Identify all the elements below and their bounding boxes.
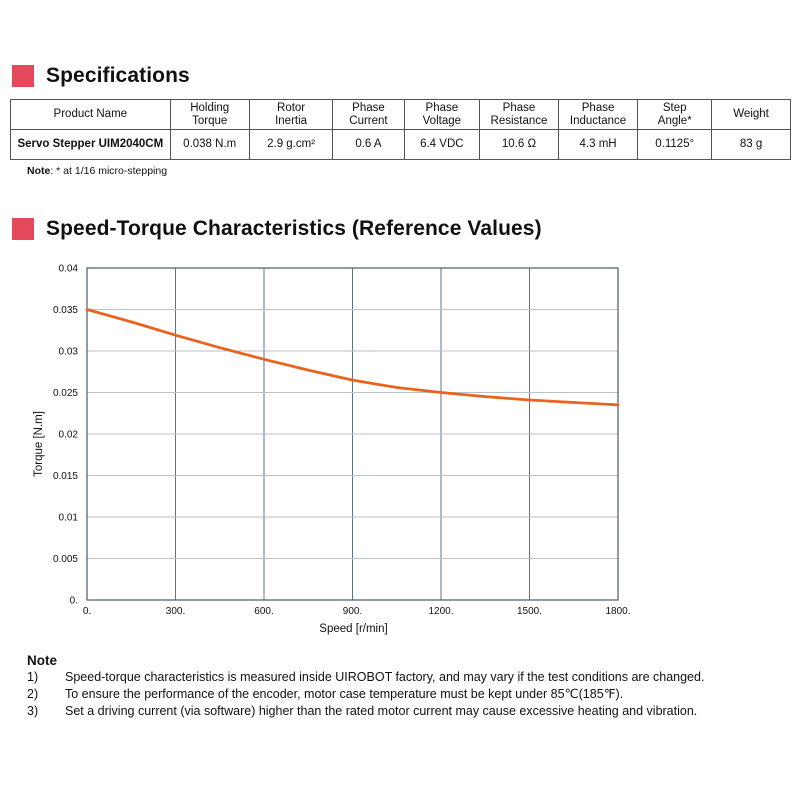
note-number: 1) bbox=[27, 670, 39, 684]
x-tick-label: 900. bbox=[343, 606, 362, 617]
table-cell: 0.1125° bbox=[637, 129, 713, 160]
notes-title: Note bbox=[27, 653, 57, 668]
y-tick-label: 0.035 bbox=[53, 305, 78, 316]
plot-frame bbox=[86, 267, 619, 601]
x-tick-label: 1500. bbox=[517, 606, 542, 617]
column-header-line: Product Name bbox=[53, 108, 128, 120]
notes-section: Note 1) Speed-torque characteristics is m… bbox=[27, 653, 792, 720]
column-header-line: Phase bbox=[425, 101, 459, 114]
column-header-line: Current bbox=[349, 114, 388, 127]
x-tick-label: 1200. bbox=[428, 606, 453, 617]
x-axis-label: Speed [r/min] bbox=[319, 623, 387, 635]
y-tick-label: 0.01 bbox=[59, 513, 79, 524]
table-header-row: Product Name Holding Torque Rotor Inertia Pha… bbox=[10, 99, 791, 130]
column-header: Phase Inductance bbox=[557, 99, 639, 130]
column-header: Phase Resistance bbox=[479, 99, 559, 130]
column-header-line: Voltage bbox=[422, 114, 462, 127]
section-marker-icon bbox=[12, 65, 34, 87]
column-header: Phase Voltage bbox=[403, 99, 481, 130]
column-header-line: Angle* bbox=[657, 114, 692, 127]
column-header: Step Angle* bbox=[637, 99, 713, 130]
column-header: Product Name bbox=[10, 99, 171, 130]
speed-torque-title: Speed-Torque Characteristics (Reference … bbox=[46, 217, 542, 240]
column-header-line: Step bbox=[662, 101, 687, 114]
table-cell: 0.038 N.m bbox=[169, 129, 250, 160]
notes-list: 1) Speed-torque characteristics is measur… bbox=[27, 669, 792, 720]
specifications-title: Specifications bbox=[46, 64, 190, 87]
column-header: Phase Current bbox=[332, 99, 405, 130]
y-tick-label: 0. bbox=[70, 596, 78, 607]
column-header: Rotor Inertia bbox=[248, 99, 334, 130]
column-header-line: Holding bbox=[190, 101, 230, 114]
x-tick-label: 600. bbox=[254, 606, 273, 617]
y-tick-label: 0.005 bbox=[53, 554, 78, 565]
column-header-line: Weight bbox=[733, 108, 769, 120]
column-header-line: Inertia bbox=[275, 114, 308, 127]
column-header-line: Resistance bbox=[490, 114, 548, 127]
torque-series-line bbox=[85, 308, 620, 407]
section-marker-icon bbox=[12, 218, 34, 240]
y-tick-label: 0.04 bbox=[59, 264, 79, 275]
specifications-heading: Specifications bbox=[12, 64, 190, 88]
list-item: 1) Speed-torque characteristics is measur… bbox=[27, 669, 792, 686]
y-tick-label: 0.025 bbox=[53, 388, 78, 399]
note-number: 2) bbox=[27, 687, 39, 701]
table-cell: 10.6 Ω bbox=[479, 129, 559, 160]
note-number: 3) bbox=[27, 704, 39, 718]
y-axis-label: Torque [N.m] bbox=[33, 411, 45, 477]
column-header-line: Phase bbox=[502, 101, 536, 114]
list-item: 3) Set a driving current (via software) h… bbox=[27, 703, 792, 720]
y-tick-label: 0.03 bbox=[59, 347, 79, 358]
product-name-cell: Servo Stepper UIM2040CM bbox=[10, 129, 171, 160]
specifications-table: Product Name Holding Torque Rotor Inertia Pha… bbox=[10, 99, 791, 160]
table-cell: 6.4 VDC bbox=[403, 129, 481, 160]
column-header-line: Torque bbox=[192, 114, 228, 127]
spec-note: Note: * at 1/16 micro-stepping bbox=[27, 165, 167, 177]
table-row: Servo Stepper UIM2040CM 0.038 N.m 2.9 g.cm… bbox=[10, 129, 791, 160]
y-tick-label: 0.02 bbox=[59, 430, 79, 441]
note-text: Set a driving current (via software) hig… bbox=[65, 704, 698, 718]
list-item: 2) To ensure the performance of the encod… bbox=[27, 686, 792, 703]
column-header-line: Phase bbox=[581, 101, 615, 114]
table-cell: 83 g bbox=[711, 129, 791, 160]
column-header: Weight bbox=[711, 99, 791, 130]
y-tick-label: 0.015 bbox=[53, 471, 78, 482]
column-header: Holding Torque bbox=[169, 99, 250, 130]
column-header-line: Rotor bbox=[277, 101, 306, 114]
table-cell: 2.9 g.cm² bbox=[248, 129, 334, 160]
speed-torque-chart: 0. 0.005 0.01 0.015 0.02 0.025 0.03 0.035 0.04 0.… bbox=[33, 264, 631, 636]
column-header-line: Phase bbox=[352, 101, 385, 114]
table-cell: 4.3 mH bbox=[557, 129, 639, 160]
speed-torque-heading: Speed-Torque Characteristics (Reference … bbox=[12, 217, 542, 241]
note-text: To ensure the performance of the encoder… bbox=[65, 687, 624, 701]
column-header-line: Inductance bbox=[569, 114, 627, 127]
x-tick-label: 0. bbox=[83, 606, 91, 617]
table-cell: 0.6 A bbox=[332, 129, 405, 160]
note-text: Speed-torque characteristics is measured… bbox=[65, 670, 705, 684]
spec-note-label: Note bbox=[27, 165, 51, 177]
spec-note-text: : * at 1/16 micro-stepping bbox=[50, 165, 168, 177]
x-tick-label: 1800. bbox=[605, 606, 630, 617]
x-tick-label: 300. bbox=[166, 606, 185, 617]
